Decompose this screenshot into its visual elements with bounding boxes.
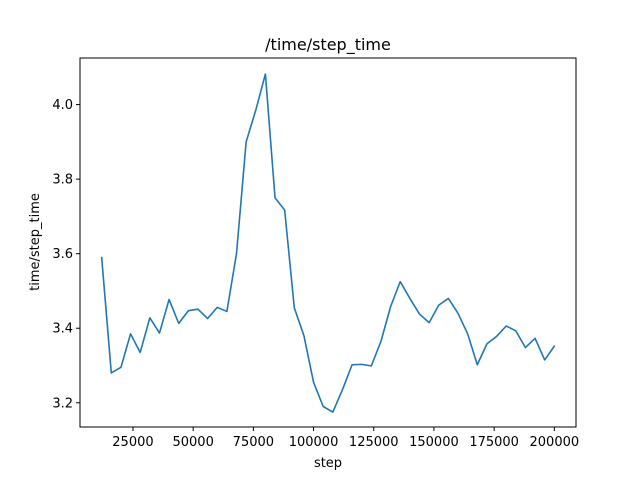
plot-frame [79, 57, 577, 428]
y-tick-label: 3.2 [52, 396, 73, 411]
series-line [100, 73, 556, 413]
x-axis-label: step [314, 456, 342, 471]
plot-area [100, 73, 556, 413]
chart-title: /time/step_time [265, 35, 391, 55]
x-tick-label: 150000 [409, 435, 459, 450]
y-tick-label: 3.8 [52, 173, 73, 188]
x-tick-label: 25000 [112, 435, 153, 450]
x-tick-label: 125000 [349, 435, 399, 450]
x-tick-label: 200000 [530, 435, 580, 450]
y-tick-label: 3.4 [52, 322, 73, 337]
x-axis: 25000 50000 75000 100000 125000 150000 175000 2… [112, 427, 579, 450]
y-axis: 3.2 3.4 3.6 3.8 4.0 [52, 98, 80, 411]
x-tick-label: 100000 [289, 435, 339, 450]
y-tick-label: 3.6 [52, 247, 73, 262]
x-tick-label: 50000 [172, 435, 213, 450]
x-tick-label: 175000 [469, 435, 519, 450]
x-tick-label: 75000 [233, 435, 274, 450]
y-axis-label: time/step_time [28, 193, 43, 291]
y-tick-label: 4.0 [52, 98, 73, 113]
